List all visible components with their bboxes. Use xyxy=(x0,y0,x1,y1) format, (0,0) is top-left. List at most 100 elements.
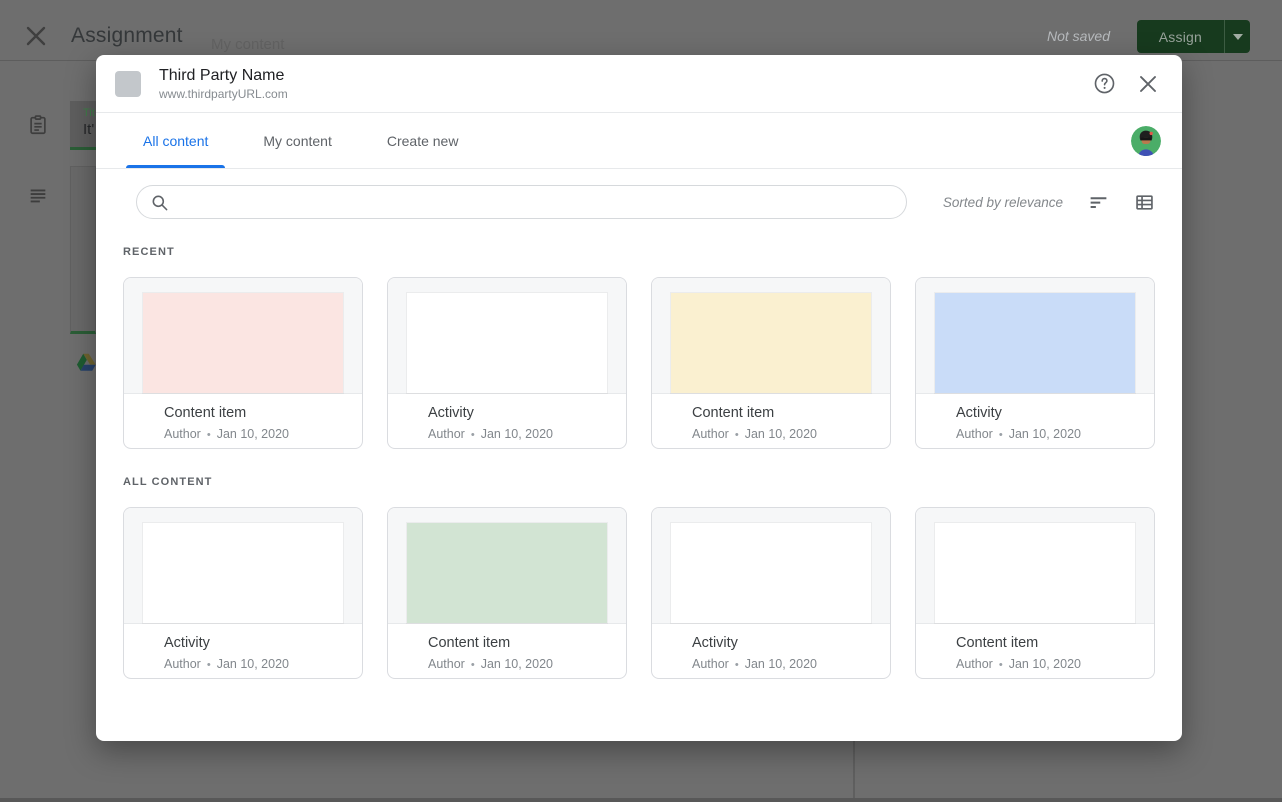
background-instructions-field xyxy=(70,166,96,334)
card-author: Author xyxy=(692,427,729,441)
card-author: Author xyxy=(428,657,465,671)
all-content-grid: Activity Author • Jan 10, 2020 Content ite… xyxy=(123,507,1155,679)
background-title-field: Tit It' xyxy=(70,101,96,150)
card-footer: Content item Author • Jan 10, 2020 xyxy=(124,394,362,448)
meta-dot: • xyxy=(734,659,739,671)
google-drive-icon xyxy=(75,352,97,373)
search-box[interactable] xyxy=(136,185,907,219)
card-title: Activity xyxy=(164,635,210,651)
card-thumbnail xyxy=(652,508,890,624)
card-date: Jan 10, 2020 xyxy=(744,427,817,441)
content-card[interactable]: Activity Author • Jan 10, 2020 xyxy=(387,277,627,449)
ghost-tab-text: My content xyxy=(211,36,285,53)
card-title: Activity xyxy=(956,405,1002,421)
card-thumbnail xyxy=(388,508,626,624)
card-footer: Activity Author • Jan 10, 2020 xyxy=(388,394,626,448)
card-title: Content item xyxy=(428,635,511,651)
card-meta: Author • Jan 10, 2020 xyxy=(692,657,874,671)
list-view-icon[interactable] xyxy=(1134,192,1155,213)
card-thumbnail-sheet xyxy=(143,523,343,623)
search-icon xyxy=(150,193,169,212)
card-thumbnail xyxy=(124,278,362,394)
title-field-text-fragment: It' xyxy=(83,121,95,138)
content-area: RECENT Content item Author • Jan 10, 2020 xyxy=(96,246,1182,679)
card-thumbnail-sheet xyxy=(407,293,607,393)
assign-dropdown-button[interactable] xyxy=(1224,20,1250,53)
content-card[interactable]: Content item Author • Jan 10, 2020 xyxy=(123,277,363,449)
meta-dot: • xyxy=(206,429,211,441)
card-thumbnail-sheet xyxy=(407,523,607,623)
tab-bar: All content My content Create new xyxy=(96,113,1182,169)
card-author: Author xyxy=(956,427,993,441)
meta-dot: • xyxy=(998,429,1003,441)
card-meta: Author • Jan 10, 2020 xyxy=(428,427,610,441)
page-title: Assignment xyxy=(71,24,183,47)
content-card[interactable]: Activity Author • Jan 10, 2020 xyxy=(915,277,1155,449)
card-author: Author xyxy=(428,427,465,441)
close-assignment-icon[interactable] xyxy=(25,25,47,47)
toolbar: Sorted by relevance xyxy=(96,185,1182,219)
sort-status-text: Sorted by relevance xyxy=(942,194,1063,210)
assign-split-button[interactable]: Assign xyxy=(1136,20,1250,53)
card-title: Activity xyxy=(428,405,474,421)
background-bottom-edge xyxy=(0,798,1282,802)
meta-dot: • xyxy=(470,659,475,671)
meta-dot: • xyxy=(470,429,475,441)
save-status: Not saved xyxy=(1046,28,1110,44)
card-meta: Author • Jan 10, 2020 xyxy=(692,427,874,441)
card-thumbnail xyxy=(388,278,626,394)
card-footer: Activity Author • Jan 10, 2020 xyxy=(124,624,362,678)
card-meta: Author • Jan 10, 2020 xyxy=(164,657,346,671)
third-party-logo xyxy=(115,70,141,97)
tab-create-new[interactable]: Create new xyxy=(386,132,459,149)
card-thumbnail-sheet xyxy=(671,523,871,623)
card-title: Content item xyxy=(164,405,247,421)
description-lines-icon xyxy=(27,184,49,206)
assign-button[interactable]: Assign xyxy=(1158,28,1202,45)
card-date: Jan 10, 2020 xyxy=(1008,427,1081,441)
background-topbar: Assignment Not saved Assign xyxy=(0,0,1282,61)
card-date: Jan 10, 2020 xyxy=(216,657,289,671)
card-thumbnail-sheet xyxy=(935,523,1135,623)
card-date: Jan 10, 2020 xyxy=(744,657,817,671)
meta-dot: • xyxy=(998,659,1003,671)
card-date: Jan 10, 2020 xyxy=(1008,657,1081,671)
content-card[interactable]: Activity Author • Jan 10, 2020 xyxy=(123,507,363,679)
sort-icon[interactable] xyxy=(1088,192,1109,213)
content-card[interactable]: Content item Author • Jan 10, 2020 xyxy=(651,277,891,449)
card-title: Activity xyxy=(692,635,738,651)
meta-dot: • xyxy=(734,429,739,441)
card-author: Author xyxy=(164,427,201,441)
content-card[interactable]: Content item Author • Jan 10, 2020 xyxy=(387,507,627,679)
close-dialog-icon[interactable] xyxy=(1138,74,1158,94)
card-thumbnail xyxy=(916,508,1154,624)
meta-dot: • xyxy=(206,659,211,671)
card-meta: Author • Jan 10, 2020 xyxy=(956,427,1138,441)
tab-all-content[interactable]: All content xyxy=(126,113,226,168)
assignment-clipboard-icon xyxy=(27,114,49,136)
search-input[interactable] xyxy=(178,186,906,218)
dialog-url: www.thirdpartyURL.com xyxy=(159,86,288,101)
card-author: Author xyxy=(164,657,201,671)
card-author: Author xyxy=(692,657,729,671)
card-footer: Content item Author • Jan 10, 2020 xyxy=(916,624,1154,678)
card-footer: Activity Author • Jan 10, 2020 xyxy=(916,394,1154,448)
card-thumbnail-sheet xyxy=(935,293,1135,393)
content-card[interactable]: Content item Author • Jan 10, 2020 xyxy=(915,507,1155,679)
help-icon[interactable] xyxy=(1093,72,1116,95)
card-date: Jan 10, 2020 xyxy=(480,657,553,671)
avatar[interactable] xyxy=(1131,126,1161,156)
card-meta: Author • Jan 10, 2020 xyxy=(164,427,346,441)
card-footer: Activity Author • Jan 10, 2020 xyxy=(652,624,890,678)
card-thumbnail xyxy=(124,508,362,624)
card-meta: Author • Jan 10, 2020 xyxy=(428,657,610,671)
chevron-down-icon xyxy=(1232,33,1243,40)
tab-my-content[interactable]: My content xyxy=(263,132,332,149)
card-footer: Content item Author • Jan 10, 2020 xyxy=(652,394,890,448)
card-author: Author xyxy=(956,657,993,671)
content-card[interactable]: Activity Author • Jan 10, 2020 xyxy=(651,507,891,679)
card-thumbnail-sheet xyxy=(143,293,343,393)
card-footer: Content item Author • Jan 10, 2020 xyxy=(388,624,626,678)
card-title: Content item xyxy=(956,635,1039,651)
card-thumbnail-sheet xyxy=(671,293,871,393)
